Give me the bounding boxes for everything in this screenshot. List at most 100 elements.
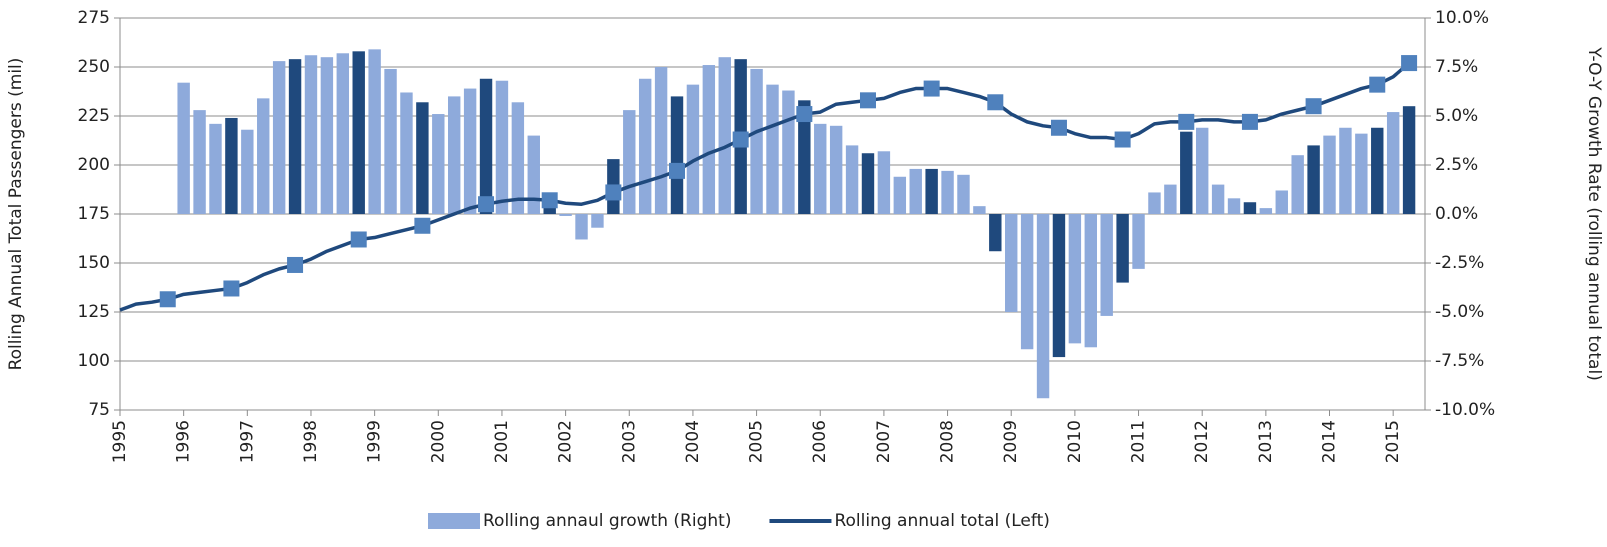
x-tick-label: 2004 [683,420,703,463]
marker [1241,113,1258,130]
x-tick-label: 2000 [428,420,448,463]
marker [223,280,240,297]
bar [352,51,365,214]
marker [1050,119,1067,136]
y2-tick-label: 0.0% [1435,204,1478,224]
y-tick-label: 150 [78,253,110,273]
bar [893,176,907,214]
bar [1132,214,1145,269]
bar [241,129,254,214]
x-tick-label: 2013 [1256,420,1276,463]
bar [1211,184,1225,214]
bar [272,61,286,215]
bar [511,102,525,214]
bar [209,123,222,214]
x-tick-label: 2010 [1065,420,1085,463]
y-tick-label: 125 [78,302,110,322]
marker [987,94,1004,111]
bar [495,80,509,214]
y-tick-label: 200 [78,155,110,175]
bar [304,55,318,214]
x-tick-label: 2003 [619,420,639,463]
y2-axis-title: Y-O-Y Growth Rate (rolling annual total) [1584,46,1604,381]
marker [859,92,876,109]
bar [686,84,700,214]
x-tick-label: 2009 [1001,420,1021,463]
bar [829,125,843,214]
bar [718,57,731,215]
bar [1227,198,1241,214]
marker [605,184,622,201]
bar [766,84,779,214]
y-tick-label: 100 [78,351,110,371]
bar [591,214,604,228]
bar [1275,190,1288,214]
x-tick-label: 2007 [874,420,894,463]
bar [798,100,811,214]
marker [1305,98,1322,115]
bar [925,168,938,214]
bar [814,123,827,214]
y-tick-label: 175 [78,204,110,224]
bar [479,78,493,214]
x-tick-label: 2011 [1129,420,1149,463]
bar [1164,184,1177,214]
y2-tick-label: 7.5% [1435,57,1478,77]
y2-tick-label: -7.5% [1435,351,1484,371]
bar [1307,145,1320,214]
y2-tick-label: 2.5% [1435,155,1478,175]
bar [177,82,190,215]
x-tick-label: 1996 [174,420,194,463]
bar [941,170,954,214]
marker [159,291,176,308]
y-tick-label: 250 [78,57,110,77]
bar [448,96,461,214]
marker [350,231,367,248]
bar [1195,127,1209,214]
bar [654,67,668,214]
bar [384,68,397,215]
bar [288,59,302,214]
bar [225,117,238,214]
y-tick-label: 275 [78,8,110,28]
bar [845,145,859,214]
legend-label: Rolling annaul growth (Right) [483,511,731,531]
bar [638,78,652,214]
marker [1114,131,1131,148]
marker [732,131,749,148]
bar [957,174,970,214]
x-tick-label: 2001 [492,420,512,463]
bar [1036,214,1050,399]
y2-tick-label: 10.0% [1435,8,1489,28]
bar [400,92,413,214]
x-tick-label: 1999 [365,420,385,463]
x-tick-label: 2006 [810,420,830,463]
x-tick-label: 1997 [237,420,257,463]
bar [1386,112,1400,214]
y-tick-label: 75 [88,400,110,420]
bar [1323,135,1336,214]
y-tick-label: 225 [78,106,110,126]
bar [320,57,334,215]
bar [877,151,891,214]
bar [1371,127,1384,214]
bar [1243,202,1257,214]
bar [909,168,922,214]
bar [1116,214,1129,283]
bar [1355,133,1368,214]
marker [478,196,495,213]
bar [1020,214,1034,350]
marker [414,217,431,234]
marker [1178,113,1195,130]
marker [287,256,304,273]
y2-tick-label: -5.0% [1435,302,1484,322]
legend-swatch [428,513,480,529]
bar [1402,106,1416,214]
bar [527,135,540,214]
bar [623,110,636,214]
bar [1339,127,1352,214]
bar [1005,214,1018,312]
bar [1100,214,1113,316]
x-tick-label: 1995 [110,420,130,463]
